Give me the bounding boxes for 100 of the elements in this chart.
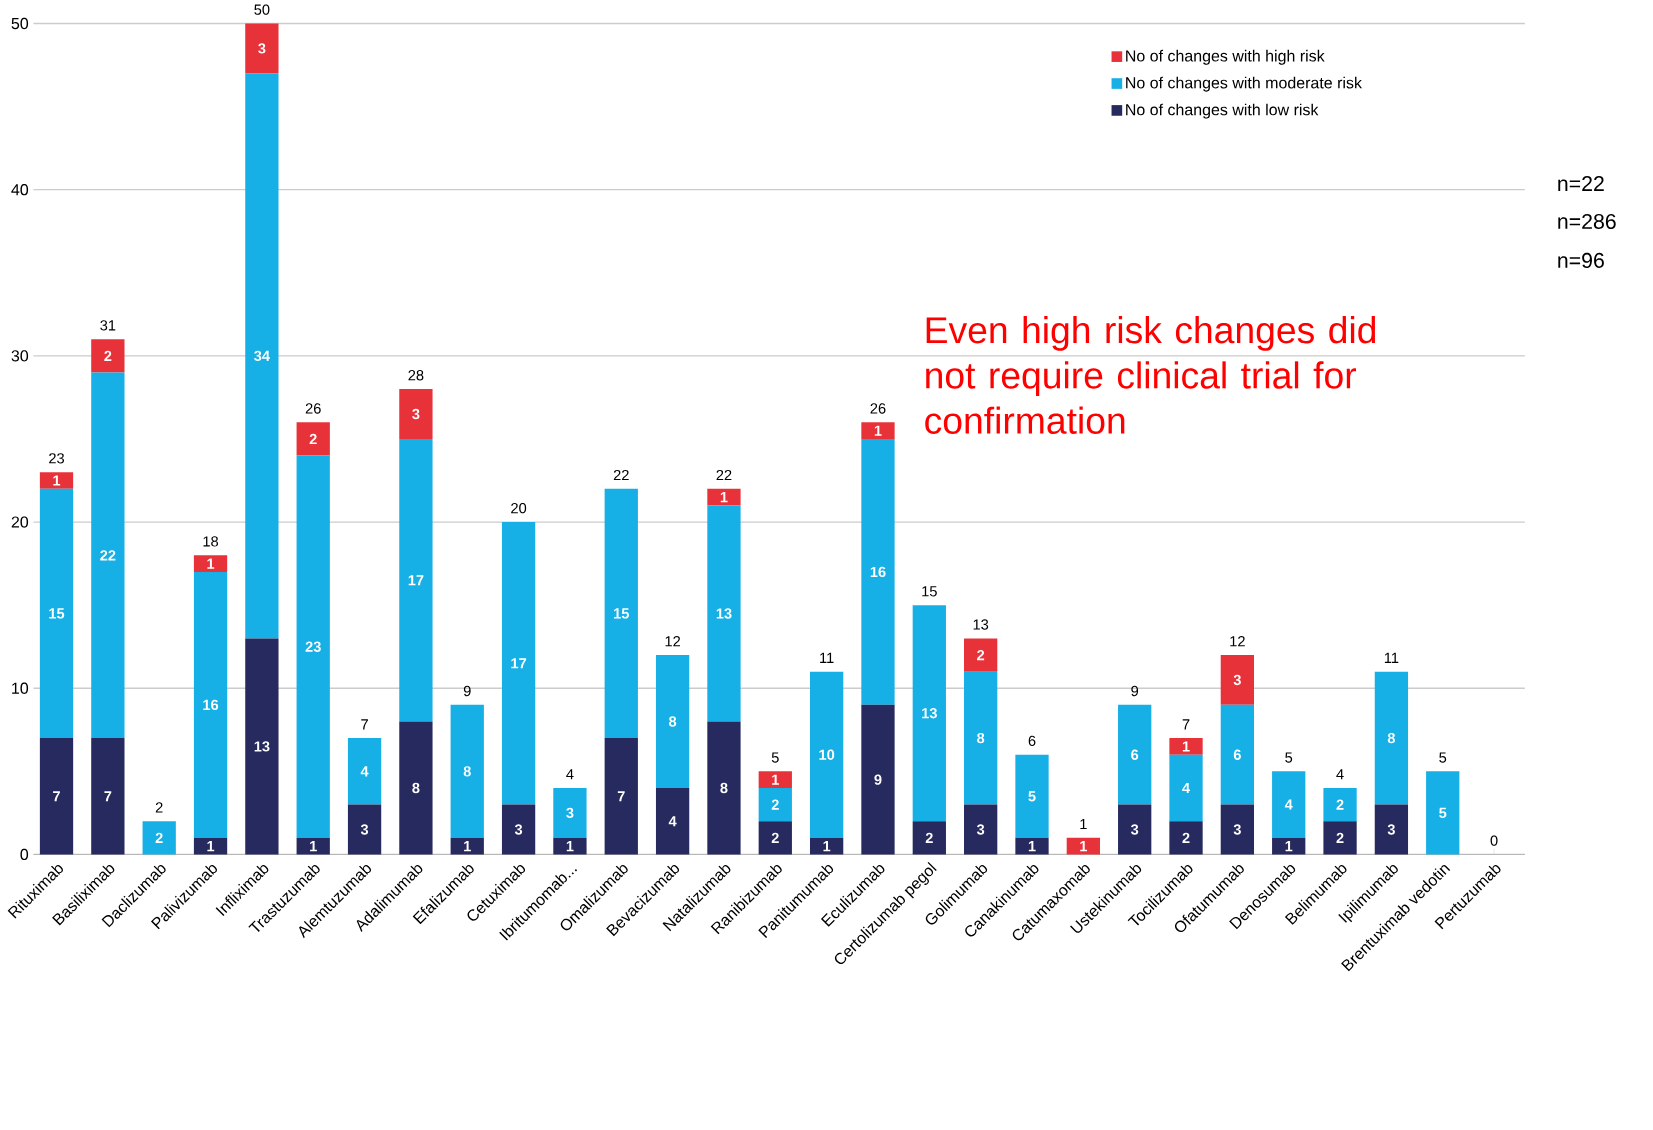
data-label: 13 [254,741,270,752]
data-label: 2 [1336,832,1344,843]
bar [91,339,125,373]
data-label: 22 [100,550,116,561]
data-label: 1 [207,840,215,852]
total-label: 15 [922,586,937,597]
bar [1169,754,1203,822]
total-label: 9 [1131,685,1139,697]
y-tick-label: 30 [11,350,29,362]
total-label: 0 [1490,835,1498,846]
total-label: 12 [1230,635,1245,647]
total-label: 5 [1285,752,1293,763]
data-label: 8 [412,782,420,793]
bar [604,488,638,738]
data-label: 3 [1233,674,1241,685]
bar [39,737,74,855]
bar [501,804,536,855]
data-label: 4 [1284,799,1293,810]
bar [450,704,484,838]
total-label: 6 [1028,735,1036,746]
bar [1272,837,1306,855]
bar [912,605,946,822]
bar [347,737,382,805]
total-label: 2 [155,802,163,813]
data-label: 7 [53,791,60,802]
bar [861,704,895,855]
bar [655,654,690,788]
data-label: 4 [668,816,677,827]
data-label: 2 [771,832,779,843]
total-label: 4 [1336,769,1344,780]
y-tick-label: 0 [20,848,29,860]
data-label: 2 [155,832,163,843]
bar [399,388,433,439]
data-label: 1 [874,425,882,436]
total-label: 20 [511,502,527,514]
data-label: 2 [309,433,317,444]
data-label: 2 [104,350,112,361]
bar [707,488,741,506]
bar [707,505,741,722]
data-label: 1 [823,840,831,852]
total-label: 7 [361,719,368,730]
bar [245,23,279,74]
bar [1169,821,1203,855]
bar [1272,771,1306,838]
data-label: 2 [771,799,779,810]
data-label: 8 [720,782,728,793]
bar [450,837,484,855]
data-label: 8 [463,766,471,777]
bar [758,771,792,788]
data-label: 1 [772,774,779,785]
bar [1323,787,1357,822]
data-label: 9 [874,774,882,785]
data-label: 3 [258,43,266,54]
data-label: 7 [104,791,112,802]
data-label: 1 [464,840,471,852]
bar [91,737,125,855]
bar [604,737,638,855]
data-label: 3 [976,824,985,835]
bar [39,472,74,489]
bar [1015,837,1049,855]
bar [245,638,279,855]
total-label: 23 [49,452,65,464]
bar [1374,671,1409,805]
data-label: 1 [53,475,61,486]
bar [245,73,279,639]
bar [501,521,536,805]
data-label: 16 [870,566,886,577]
total-label: 9 [463,685,471,697]
total-label: 22 [716,469,732,480]
bar [758,821,792,855]
total-label: 12 [665,635,681,647]
bar [861,438,895,705]
total-label: 7 [1182,719,1190,730]
data-label: 2 [1336,799,1344,810]
data-label: 2 [977,649,985,660]
bar [1015,754,1049,838]
bar [861,422,895,439]
legend-label: No of changes with moderate risk [1126,76,1362,92]
annotation: Even high risk changes did not require clinical trial for confirmation [925,315,1376,434]
text: n=96 [1558,252,1604,268]
bar [964,638,998,672]
bar [758,787,792,822]
data-label: 5 [1028,791,1036,802]
data-label: 4 [1182,782,1191,793]
data-label: 16 [203,699,219,710]
bar [193,555,228,572]
data-label: 3 [1130,824,1139,835]
data-label: 1 [566,840,574,852]
data-label: 3 [514,824,523,835]
total-label: 22 [613,469,629,480]
data-label: 3 [1233,824,1241,835]
bar [1220,804,1255,855]
data-label: 5 [1439,807,1447,818]
data-label: 3 [566,807,574,818]
bar [707,721,741,855]
data-label: 17 [408,575,424,586]
data-label: 13 [922,707,937,719]
data-label: 4 [360,766,369,777]
bar [1426,771,1460,855]
bar [1323,821,1357,855]
